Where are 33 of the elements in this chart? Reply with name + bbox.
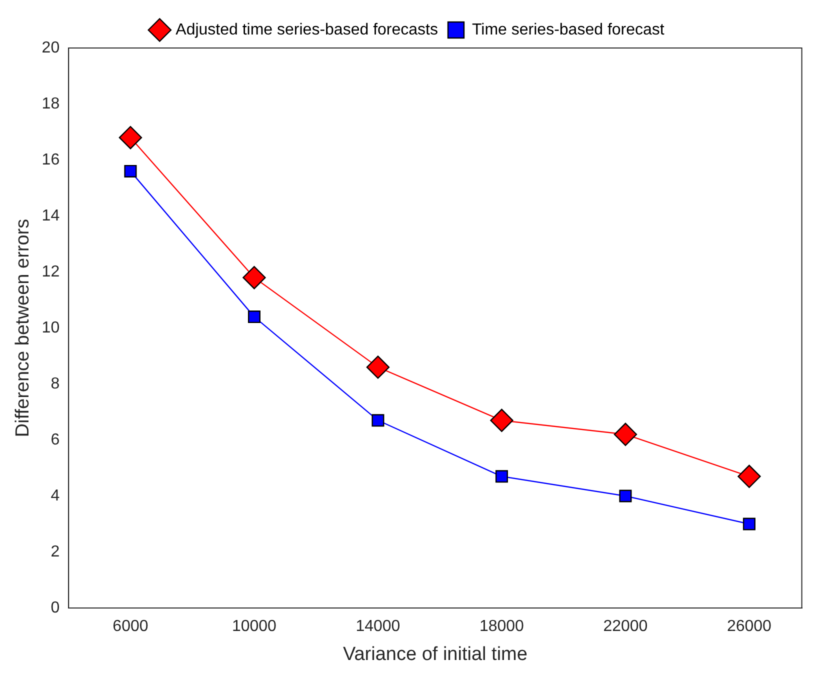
point xyxy=(366,356,390,379)
x-tick-label: 26000 xyxy=(726,618,772,636)
y-axis-title: Difference between errors xyxy=(12,218,34,438)
point xyxy=(619,490,632,502)
point xyxy=(738,464,761,488)
x-tick-label: 6000 xyxy=(112,618,148,636)
point xyxy=(495,470,508,483)
y-tick-label: 4 xyxy=(50,487,60,504)
point xyxy=(614,422,638,446)
point xyxy=(242,266,266,290)
y-tick-label: 14 xyxy=(42,207,60,224)
y-tick-label: 6 xyxy=(50,431,60,448)
point xyxy=(248,310,260,324)
y-tick-label: 8 xyxy=(50,375,60,392)
point xyxy=(118,126,142,150)
y-tick-label: 16 xyxy=(42,151,60,168)
legend-label: Time series-based forecast xyxy=(472,21,665,38)
point xyxy=(372,414,384,427)
x-tick-label: 18000 xyxy=(479,618,524,636)
y-tick-label: 2 xyxy=(50,543,60,560)
x-axis-title: Variance of initial time xyxy=(342,644,528,665)
point xyxy=(124,164,137,178)
y-tick-label: 0 xyxy=(50,599,60,616)
y-tick-label: 10 xyxy=(42,319,60,336)
x-tick-label: 14000 xyxy=(356,618,400,636)
y-tick-label: 18 xyxy=(42,95,60,112)
legend-label: Adjusted time series-based forecasts xyxy=(176,21,438,38)
y-tick-label: 20 xyxy=(42,39,60,56)
point xyxy=(742,518,756,530)
x-tick-label: 10000 xyxy=(232,618,277,636)
x-tick-label: 22000 xyxy=(603,618,648,636)
point xyxy=(490,408,514,432)
y-tick-label: 12 xyxy=(42,263,60,280)
